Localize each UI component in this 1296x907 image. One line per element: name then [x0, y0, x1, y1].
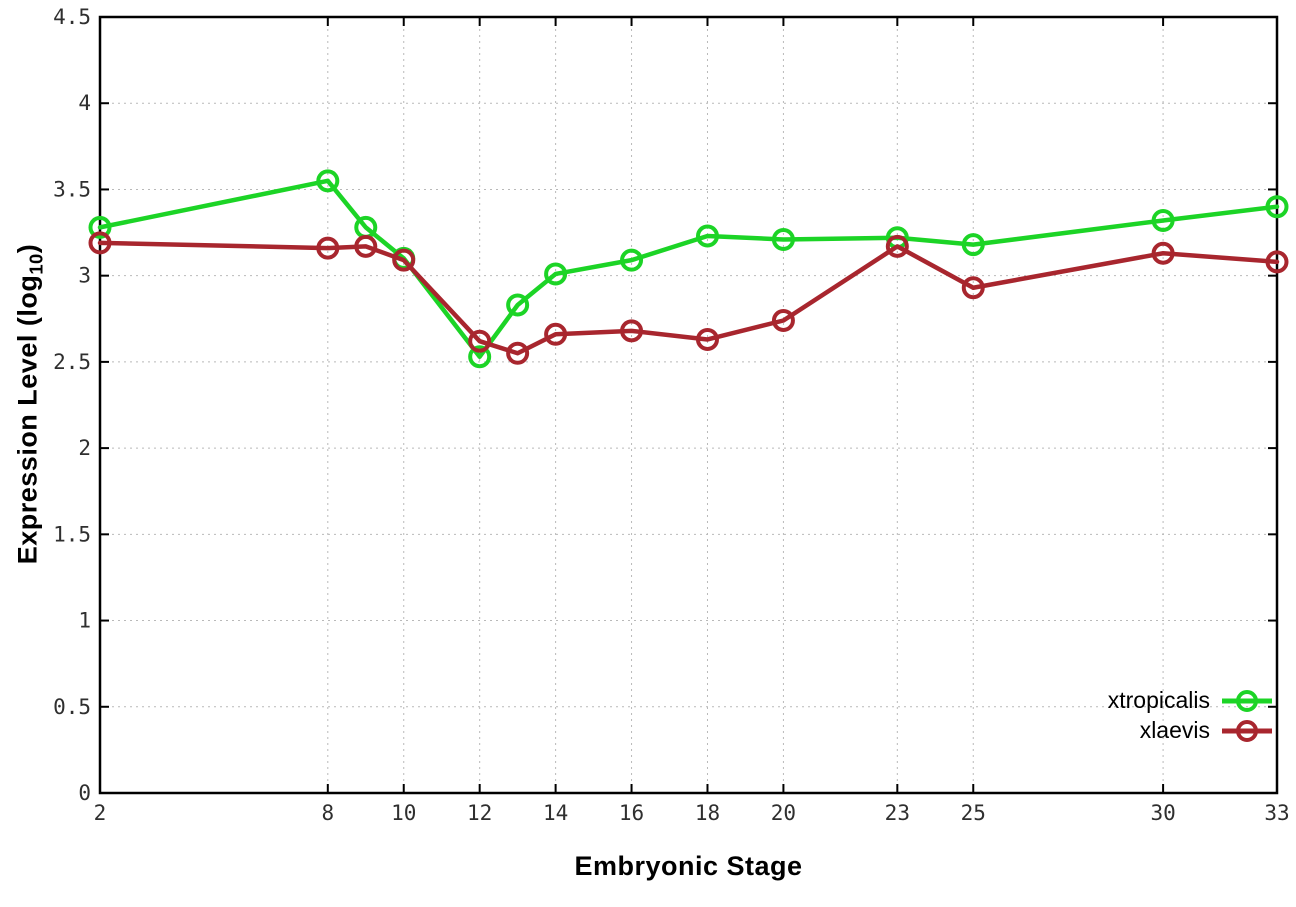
y-tick-label: 1.5: [53, 522, 91, 546]
data-point-marker: [88, 215, 112, 239]
data-point-marker: [316, 236, 340, 260]
data-point-marker: [544, 262, 568, 286]
data-point-marker: [354, 234, 378, 258]
data-point-marker: [695, 327, 719, 351]
data-point-marker: [1151, 241, 1175, 265]
y-axis-title-text: Expression Level (log: [12, 274, 43, 565]
legend-item-xtropicalis: xtropicalis: [1108, 686, 1272, 715]
data-point-marker: [1265, 250, 1289, 274]
x-tick-label: 14: [543, 801, 568, 825]
x-tick-label: 8: [321, 801, 334, 825]
series-line-xtropicalis: [97, 178, 1280, 359]
data-point-marker: [544, 322, 568, 346]
x-tick-label: 25: [961, 801, 986, 825]
data-point-marker: [961, 233, 985, 257]
legend: xtropicalis xlaevis: [1108, 686, 1272, 745]
x-tick-label: 12: [467, 801, 492, 825]
y-tick-label: 2: [78, 436, 91, 460]
x-tick-labels: 2 8 10 12 14 16 18 20 23 25 30 33: [94, 801, 1290, 825]
data-point-marker: [88, 231, 112, 255]
plot-border: [98, 15, 1279, 795]
grid-lines: [100, 17, 1277, 793]
y-tick-label: 1: [78, 609, 91, 633]
axis-ticks: [99, 16, 1278, 794]
y-tick-label: 4.5: [53, 5, 91, 29]
x-tick-label: 30: [1150, 801, 1175, 825]
data-point-marker: [1265, 195, 1289, 219]
data-point-marker: [468, 329, 492, 353]
legend-label-xtropicalis: xtropicalis: [1107, 687, 1210, 713]
data-point-marker: [620, 248, 644, 272]
legend-label-xlaevis: xlaevis: [1139, 717, 1210, 743]
y-tick-label: 0.5: [53, 695, 91, 719]
y-axis-title: Expression Level (log10): [12, 244, 47, 565]
y-tick-label: 4: [78, 91, 91, 115]
x-axis-title: Embryonic Stage: [574, 851, 803, 881]
x-tick-label: 18: [695, 801, 720, 825]
x-tick-label: 16: [619, 801, 644, 825]
legend-item-xlaevis: xlaevis: [1108, 716, 1272, 745]
data-point-marker: [316, 169, 340, 193]
legend-marker-xtropicalis: [1222, 689, 1272, 712]
data-point-marker: [620, 319, 644, 343]
series-xlaevis: [88, 231, 1289, 365]
y-axis-title-subscript: 10: [25, 253, 47, 275]
y-axis-title-suffix: ): [12, 243, 43, 254]
y-tick-labels: 0 0.5 1 1.5 2 2.5 3 3.5 4 4.5: [53, 5, 91, 805]
x-tick-label: 20: [771, 801, 796, 825]
x-tick-label: 2: [94, 801, 107, 825]
data-point-marker: [771, 309, 795, 333]
legend-marker-xlaevis: [1222, 719, 1272, 742]
data-point-marker: [506, 341, 530, 365]
data-point-marker: [468, 345, 492, 369]
data-point-marker: [1151, 208, 1175, 232]
y-tick-label: 3.5: [53, 177, 91, 201]
y-tick-label: 3: [78, 264, 91, 288]
series-line-xlaevis: [97, 240, 1280, 356]
data-point-marker: [695, 224, 719, 248]
data-point-marker: [885, 234, 909, 258]
x-tick-label: 23: [885, 801, 910, 825]
data-point-marker: [771, 227, 795, 251]
series-xtropicalis: [88, 169, 1289, 369]
data-point-marker: [506, 293, 530, 317]
y-tick-label: 0: [78, 781, 91, 805]
x-tick-label: 33: [1264, 801, 1289, 825]
data-point-marker: [392, 248, 416, 272]
data-point-marker: [961, 276, 985, 300]
x-tick-label: 10: [391, 801, 416, 825]
y-tick-label: 2.5: [53, 350, 91, 374]
